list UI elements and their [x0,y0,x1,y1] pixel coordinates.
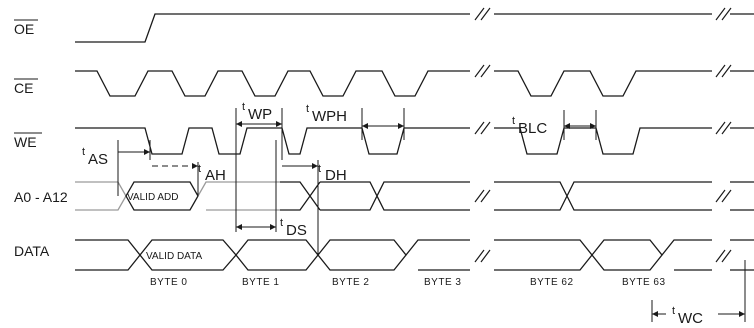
tas-label: AS [88,151,108,168]
twp-label: WP [248,106,272,123]
address-label: A0 - A12 [14,189,68,205]
timing-tas: t AS [82,140,151,196]
byte-label-2: BYTE 2 [332,277,369,288]
svg-text:t: t [512,115,515,127]
byte-label-63: BYTE 63 [622,277,666,288]
we-break-mark [474,121,732,135]
byte-label-0: BYTE 0 [150,277,187,288]
address-waveform: VALID ADD [75,181,754,211]
svg-text:t: t [82,146,85,158]
signal-label-ce: CE [14,78,38,96]
oe-waveform [75,7,754,43]
ce-label: CE [14,80,33,96]
timing-tblc: t BLC [512,110,597,140]
tdh-label: DH [325,167,347,184]
timing-tds: t DS [236,140,307,239]
byte-label-62: BYTE 62 [530,277,574,288]
valid-data-text: VALID DATA [146,251,202,262]
signal-label-oe: OE [14,19,38,37]
valid-address-text: VALID ADD [127,192,179,203]
twph-label: WPH [312,108,347,125]
signal-label-we: WE [14,132,42,150]
byte-label-1: BYTE 1 [242,277,279,288]
data-break-mark [474,249,732,263]
timing-tdh: t DH [282,160,347,255]
svg-text:t: t [280,217,283,229]
ce-waveform [75,64,754,97]
byte-labels: BYTE 0 BYTE 1 BYTE 2 BYTE 3 BYTE 62 BYTE… [150,277,666,288]
data-waveform: VALID DATA [75,239,754,271]
svg-text:t: t [672,305,675,317]
twc-label: WC [678,310,703,327]
svg-text:t: t [198,163,201,175]
tah-label: AH [205,167,226,184]
timing-twph: t WPH [306,103,405,140]
svg-text:t: t [306,103,309,115]
we-waveform [75,121,754,155]
address-break-mark [474,189,732,203]
oe-break-mark [474,7,732,21]
data-label: DATA [14,243,50,259]
svg-text:t: t [318,163,321,175]
we-label: WE [14,134,37,150]
timing-twp: t WP [235,101,283,232]
timing-tah: t AH [152,162,226,196]
timing-twc: t WC [651,260,746,327]
svg-text:t: t [242,101,245,113]
byte-label-3: BYTE 3 [424,277,461,288]
tds-label: DS [286,222,307,239]
tblc-label: BLC [518,120,547,137]
oe-label: OE [14,21,34,37]
ce-break-mark [474,64,732,78]
